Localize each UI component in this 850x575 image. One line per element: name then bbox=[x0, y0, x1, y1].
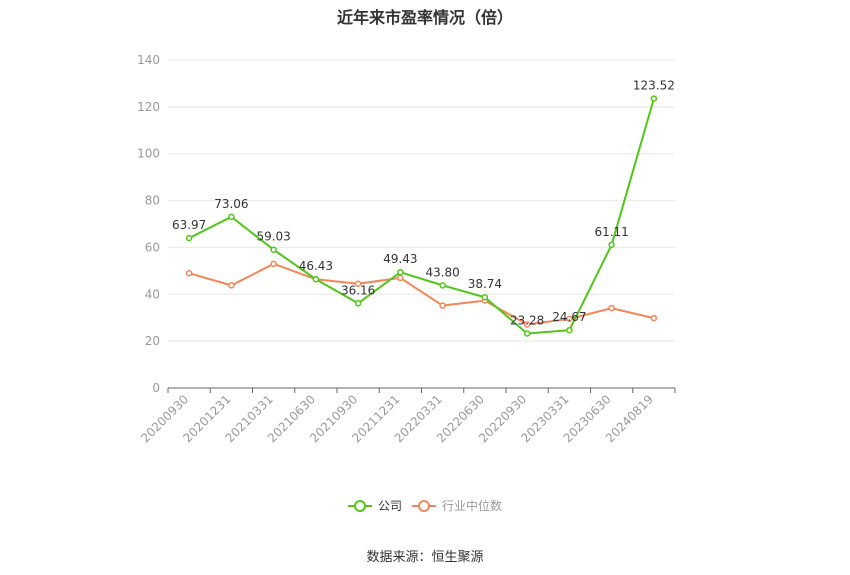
y-tick-label: 40 bbox=[145, 287, 160, 301]
data-point-company bbox=[608, 241, 615, 249]
data-point-company bbox=[312, 275, 320, 283]
data-point-industry bbox=[185, 269, 193, 277]
data-label-company: 61.11 bbox=[594, 225, 628, 239]
data-point-company bbox=[566, 326, 573, 334]
data-label-company: 36.16 bbox=[341, 283, 375, 297]
data-label-company: 49.43 bbox=[383, 252, 417, 266]
data-label-company: 73.06 bbox=[214, 197, 248, 211]
data-point-company bbox=[354, 300, 362, 307]
y-tick-label: 80 bbox=[145, 194, 160, 208]
data-point-industry bbox=[566, 315, 573, 323]
data-point-industry bbox=[650, 314, 658, 322]
data-point-industry bbox=[439, 302, 446, 309]
data-point-industry bbox=[608, 304, 615, 312]
data-label-company: 23.28 bbox=[510, 313, 544, 327]
legend-item-industry[interactable]: 行业中位数 bbox=[412, 498, 502, 513]
data-point-industry bbox=[228, 282, 235, 289]
axes: 0204060801001201402020093020201231202103… bbox=[137, 53, 676, 445]
data-point-industry bbox=[523, 321, 531, 328]
data-label-company: 46.43 bbox=[299, 259, 333, 273]
y-tick-label: 140 bbox=[137, 53, 160, 67]
y-tick-label: 0 bbox=[152, 381, 160, 395]
data-point-company bbox=[523, 330, 531, 337]
data-point-company bbox=[228, 213, 235, 221]
data-point-industry bbox=[354, 280, 362, 287]
data-label-company: 24.67 bbox=[552, 310, 586, 324]
data-labels: 63.97 73.06 59.03 46.43 36.16 49.43 43.80 38.74… bbox=[172, 79, 675, 328]
series-line-company bbox=[188, 98, 655, 335]
data-point-company bbox=[650, 95, 658, 102]
y-tick-label: 20 bbox=[145, 334, 160, 348]
data-label-company: 38.74 bbox=[468, 277, 502, 291]
series bbox=[185, 95, 658, 337]
data-label-company: 43.80 bbox=[425, 265, 459, 279]
data-point-company bbox=[439, 282, 446, 289]
data-point-company bbox=[270, 246, 277, 253]
legend-industry-marker bbox=[418, 500, 430, 512]
legend-item-company[interactable]: 公司 bbox=[348, 499, 402, 513]
legend-industry-label: 行业中位数 bbox=[442, 498, 502, 513]
y-tick-label: 100 bbox=[137, 147, 160, 161]
data-point-company bbox=[481, 293, 489, 301]
data-label-company: 63.97 bbox=[172, 218, 206, 232]
data-source: 数据来源：恒生聚源 bbox=[366, 550, 484, 565]
grid-lines bbox=[168, 59, 675, 342]
chart-title: 近年来市盈率情况（倍） bbox=[336, 8, 513, 27]
data-point-company bbox=[185, 234, 193, 242]
legend-company-marker bbox=[354, 500, 366, 512]
legend-company-label: 公司 bbox=[378, 499, 402, 513]
legend: 公司 行业中位数 bbox=[348, 498, 502, 513]
data-point-industry bbox=[397, 274, 404, 282]
data-label-company: 123.52 bbox=[633, 79, 675, 93]
data-point-industry bbox=[270, 260, 277, 268]
y-tick-label: 60 bbox=[145, 240, 160, 254]
data-label-company: 59.03 bbox=[256, 230, 290, 244]
data-point-company bbox=[397, 268, 404, 276]
y-tick-label: 120 bbox=[137, 100, 160, 114]
